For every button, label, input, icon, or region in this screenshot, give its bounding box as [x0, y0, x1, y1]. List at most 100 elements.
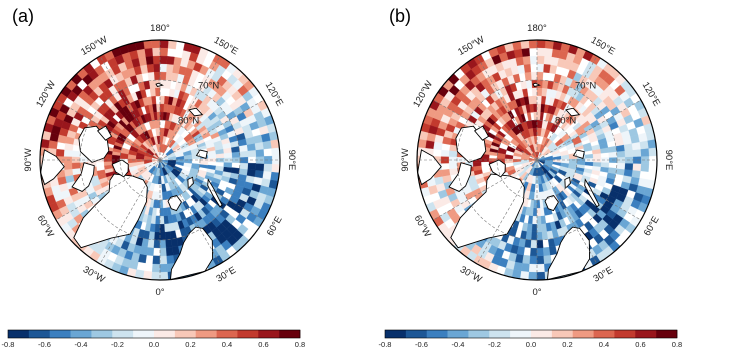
- meridian: [55, 99, 161, 161]
- longitude-label: 90°E: [286, 150, 297, 171]
- colorbar-frame: [7, 329, 301, 339]
- coastline-novaya-zemlya: [584, 178, 600, 208]
- colorbar-tick-label: 0.6: [635, 340, 645, 349]
- longitude-label: 180°: [527, 23, 547, 34]
- colorbar-tick-label: -0.6: [38, 340, 51, 349]
- polar-map-b: 180°150°E120°E90°E60°E30°E0°30°W60°W90°W…: [400, 23, 674, 298]
- colorbar-tick-label: 0.2: [185, 340, 195, 349]
- colorbar-segment: [216, 330, 238, 338]
- longitude-label: 90°W: [23, 148, 34, 171]
- coastline-franz-josef: [564, 176, 571, 190]
- land: [40, 82, 223, 281]
- graticule: [40, 40, 280, 280]
- panel-label-b: (b): [389, 6, 411, 26]
- anomaly-cell: [560, 120, 569, 130]
- colorbar-segment: [279, 330, 301, 338]
- land: [417, 82, 600, 281]
- colorbar-segment: [174, 330, 197, 338]
- map-boundary: [39, 39, 281, 281]
- colorbar-segment: [195, 330, 217, 338]
- meridian: [99, 159, 161, 265]
- coastline-franz-josef: [187, 176, 194, 190]
- colorbar-segment: [572, 330, 594, 338]
- coastline-svalbard: [544, 195, 559, 212]
- latitude-label: 80°N: [178, 115, 199, 126]
- panel-a: (a) 180° 150°E 120°E 90°E 60°E 30°E 0° 30°W 60°W…: [0, 0, 376, 352]
- meridian: [99, 55, 161, 161]
- colorbar-tick-label: -0.4: [452, 340, 465, 349]
- colorbar-segment: [154, 330, 176, 338]
- coastline-canada-3: [448, 162, 472, 192]
- colorbar-segment: [405, 330, 428, 338]
- latitude-label: 70°N: [575, 81, 596, 92]
- colorbar-segment: [614, 330, 636, 338]
- coastline-canada-2: [488, 159, 506, 178]
- anomaly-cell: [536, 159, 540, 169]
- colorbar-segment: [237, 330, 259, 338]
- anomaly-cell: [572, 122, 582, 131]
- meridian: [159, 55, 221, 161]
- colorbar-tick-label: 0.6: [258, 340, 268, 349]
- anomaly-cell: [151, 159, 161, 163]
- colorbar-segment: [447, 330, 469, 338]
- anomaly-cell: [159, 154, 168, 161]
- colorbar-tick-label: 0.4: [222, 340, 232, 349]
- colorbar-tick-label: -0.4: [75, 340, 88, 349]
- colorbar-tick-label: 0.0: [149, 340, 159, 349]
- colorbar-frame: [384, 329, 678, 339]
- latitude-label: 80°N: [555, 115, 576, 126]
- coastline-greenland: [73, 173, 148, 249]
- colorbar-tick-label: -0.2: [111, 340, 124, 349]
- anomaly-cell: [536, 151, 540, 161]
- colorbar-a: -0.8 -0.6 -0.4 -0.2 0.0 0.2 0.4 0.6 0.8: [2, 329, 305, 349]
- colorbar-segment: [133, 330, 155, 338]
- colorbar-segment: [426, 330, 448, 338]
- colorbar-tick-label: 0.8: [672, 340, 682, 349]
- meridian: [55, 159, 161, 221]
- meridian: [476, 159, 538, 265]
- coastline-novaya-zemlya: [207, 178, 223, 208]
- colorbar-tick-label: 0.4: [599, 340, 609, 349]
- anomaly-cell: [583, 221, 594, 232]
- colorbar-tick-label: -0.6: [415, 340, 428, 349]
- anomaly-cell: [528, 159, 538, 163]
- colorbar-segment: [91, 330, 113, 338]
- colorbar-segment: [49, 330, 71, 338]
- longitude-label: 180°: [150, 23, 170, 34]
- colorbar-segment: [635, 330, 657, 338]
- coastline-canada-2: [111, 159, 129, 178]
- longitude-label: 0°: [532, 287, 541, 298]
- colorbar-segment: [468, 330, 490, 338]
- colorbar-tick-label: -0.8: [379, 340, 392, 349]
- coastline-canada-4: [473, 125, 490, 141]
- coastline-scandinavia: [169, 226, 214, 281]
- longitude-label: 90°E: [663, 150, 674, 171]
- colorbar-tick-label: 0.2: [562, 340, 572, 349]
- coastline-canada-3: [71, 162, 95, 192]
- meridian: [159, 159, 265, 221]
- meridian: [536, 159, 598, 265]
- map-boundary: [416, 39, 658, 281]
- meridian: [476, 55, 538, 161]
- coastline-scandinavia: [546, 226, 591, 281]
- colorbar-segment: [656, 330, 678, 338]
- longitude-label: 0°: [155, 287, 164, 298]
- meridian: [536, 55, 598, 161]
- colorbar-segment: [112, 330, 134, 338]
- colorbar-segment: [551, 330, 574, 338]
- colorbar-segment: [8, 330, 30, 338]
- panel-b: (b) 180° 150°E 120°E 90°E 60°E 30°E 0° 30°W 60°W…: [377, 0, 753, 352]
- colorbar-segment: [489, 330, 511, 338]
- anomaly-cell: [529, 154, 538, 161]
- colorbar-segment: [531, 330, 553, 338]
- colorbar-segment: [70, 330, 92, 338]
- coastline-greenland: [450, 173, 525, 249]
- colorbar-tick-label: 0.8: [295, 340, 305, 349]
- colorbar-segment: [258, 330, 280, 338]
- meridian: [159, 159, 221, 265]
- colorbar-tick-label: 0.0: [526, 340, 536, 349]
- panel-label-a: (a): [12, 6, 34, 26]
- coastline-canada-4: [96, 125, 113, 141]
- latitude-label: 70°N: [198, 81, 219, 92]
- colorbar-segment: [28, 330, 51, 338]
